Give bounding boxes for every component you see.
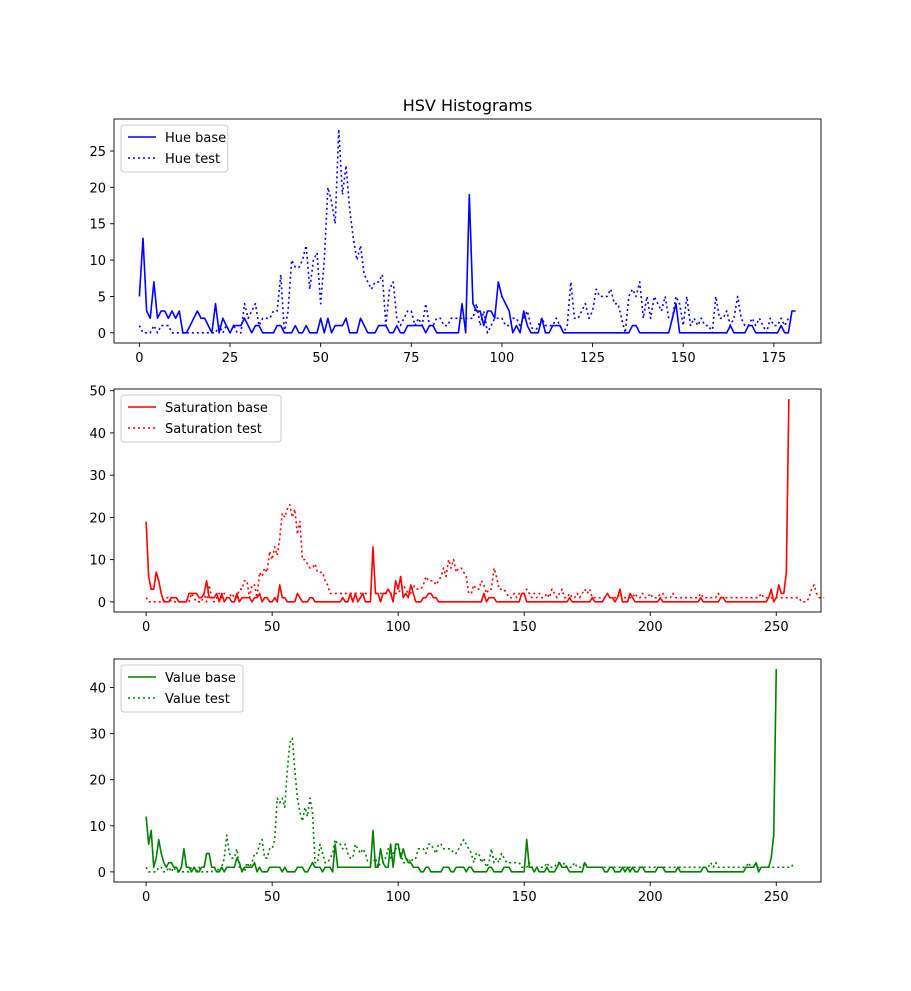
- y-tick-label: 50: [89, 385, 106, 400]
- x-tick-label: 175: [761, 351, 786, 366]
- axes-frame: [113, 658, 822, 883]
- y-tick-label: 20: [89, 774, 106, 789]
- y-tick-label: 0: [98, 596, 106, 611]
- x-tick-label: 0: [142, 620, 150, 635]
- legend: Value base Value test: [120, 664, 244, 713]
- series-line-hue-base: [138, 193, 796, 334]
- legend-label: Saturation base: [165, 401, 268, 416]
- legend-label: Value base: [165, 671, 236, 686]
- x-tick-label: 0: [142, 890, 150, 905]
- y-tick-label: 15: [89, 218, 106, 233]
- x-tick-label: 150: [512, 620, 537, 635]
- chart-title: HSV Histograms: [403, 96, 533, 115]
- x-tick-label: 150: [671, 351, 696, 366]
- series-line-value-base: [145, 669, 778, 873]
- legend-label: Hue base: [165, 131, 226, 146]
- x-tick-label: 50: [264, 890, 281, 905]
- y-tick-label: 40: [89, 427, 106, 442]
- series-line-saturation-base: [145, 399, 790, 603]
- x-tick-label: 200: [638, 890, 663, 905]
- axes-frame: [113, 118, 822, 344]
- x-tick-label: 100: [386, 620, 411, 635]
- x-tick-label: 25: [222, 351, 239, 366]
- legend: Saturation base Saturation test: [120, 394, 282, 443]
- x-tick-label: 100: [386, 890, 411, 905]
- saturation-histogram-panel: 0 50 100 150 200 250 0 10 20 30 40 50 Saturation bas…: [89, 385, 825, 635]
- y-tick-label: 5: [98, 290, 106, 305]
- x-tick-label: 250: [764, 890, 789, 905]
- x-tick-label: 50: [312, 351, 329, 366]
- hue-histogram-panel: 0 25 50 75 100 125 150 175 0 5 10 15 20 25 HSV Histogr…: [89, 96, 822, 366]
- x-tick-label: 150: [512, 890, 537, 905]
- y-tick-label: 30: [89, 728, 106, 743]
- legend: Hue base Hue test: [120, 124, 229, 173]
- y-tick-label: 0: [98, 327, 106, 342]
- legend-label: Hue test: [165, 152, 220, 167]
- y-tick-label: 25: [89, 145, 106, 160]
- x-tick-label: 200: [638, 620, 663, 635]
- y-tick-label: 10: [89, 554, 106, 569]
- x-tick-label: 50: [264, 620, 281, 635]
- legend-label: Value test: [165, 692, 230, 707]
- axes-frame: [113, 388, 822, 613]
- y-tick-label: 40: [89, 682, 106, 697]
- x-tick-label: 250: [764, 620, 789, 635]
- legend-label: Saturation test: [165, 422, 262, 437]
- y-tick-label: 0: [98, 866, 106, 881]
- x-tick-label: 0: [135, 351, 143, 366]
- y-tick-label: 10: [89, 820, 106, 835]
- y-tick-label: 30: [89, 469, 106, 484]
- series-line-saturation-test: [145, 503, 825, 603]
- x-tick-label: 100: [490, 351, 515, 366]
- y-tick-label: 20: [89, 181, 106, 196]
- legend-box: [120, 394, 282, 443]
- y-tick-label: 20: [89, 511, 106, 526]
- series-line-value-test: [145, 737, 795, 873]
- y-tick-label: 10: [89, 254, 106, 269]
- x-tick-label: 125: [580, 351, 605, 366]
- x-tick-label: 75: [403, 351, 420, 366]
